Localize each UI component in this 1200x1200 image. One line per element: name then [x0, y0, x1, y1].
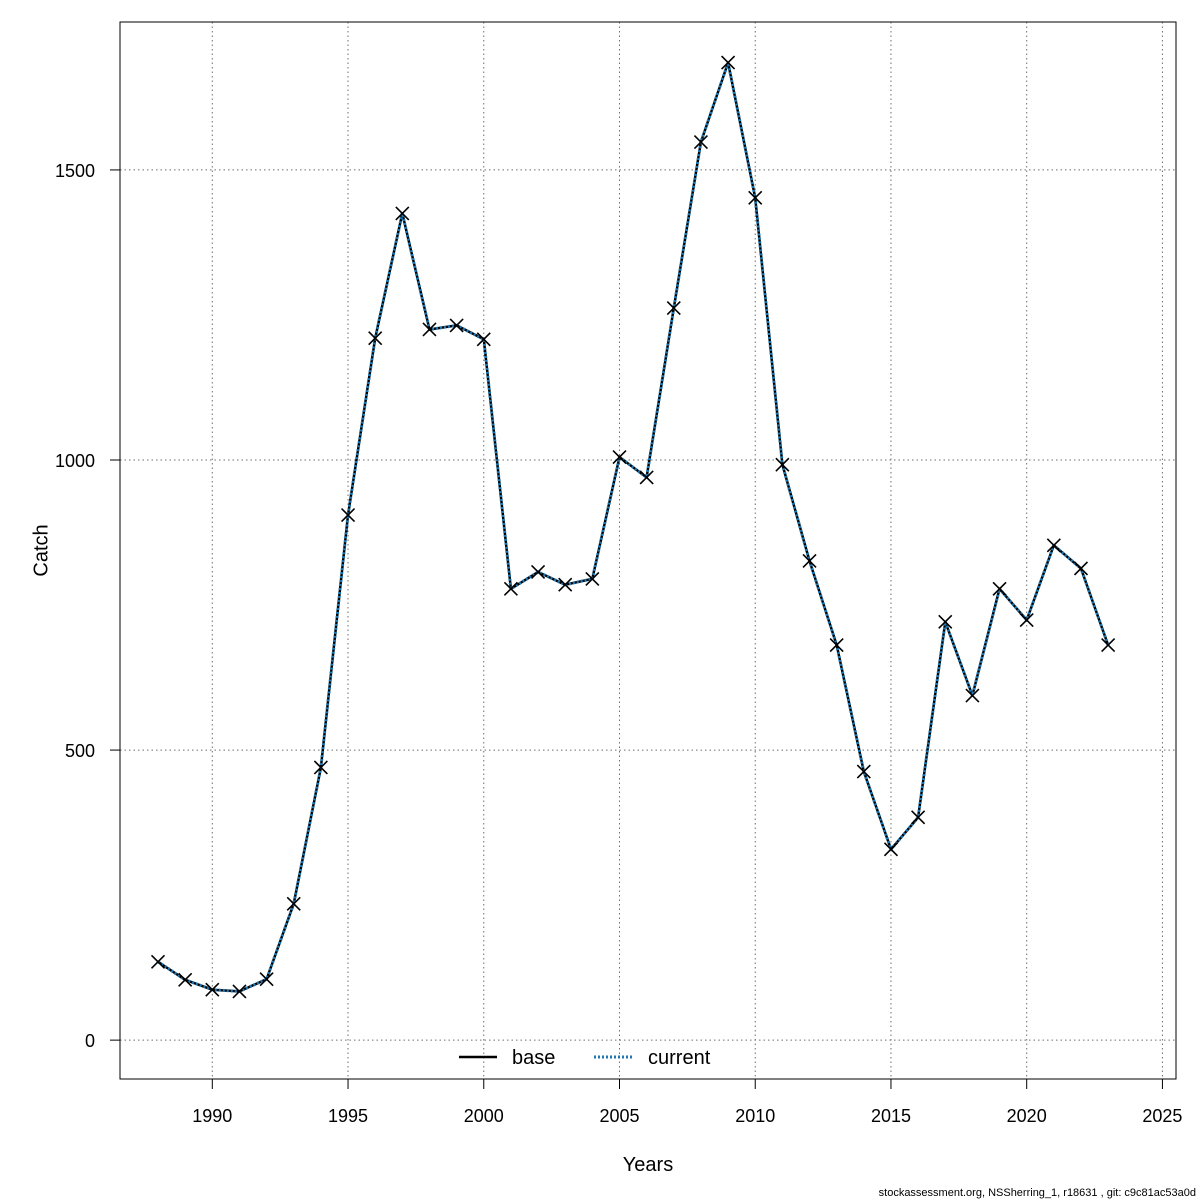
data-point-marker [205, 982, 220, 997]
data-point-marker [721, 55, 736, 70]
series-line-current [157, 61, 1110, 993]
point-markers [150, 55, 1116, 999]
marker-stroke [639, 470, 654, 485]
marker-stroke [368, 331, 383, 346]
x-tick-label: 2025 [1142, 1106, 1182, 1126]
marker-stroke [585, 571, 600, 586]
data-point-marker [911, 810, 926, 825]
marker-stroke [503, 581, 518, 596]
data-point-marker [1046, 538, 1061, 553]
data-point-marker [992, 581, 1007, 596]
marker-stroke [205, 982, 220, 997]
data-point-marker [585, 571, 600, 586]
data-point-marker [612, 450, 627, 465]
x-tick-label: 1995 [328, 1106, 368, 1126]
data-point-marker [449, 318, 464, 333]
data-point-marker [856, 764, 871, 779]
marker-stroke [1019, 613, 1034, 628]
y-axis: 0 500 1000 1500 [55, 161, 121, 1051]
marker-stroke [802, 553, 817, 569]
data-point-marker [259, 972, 274, 987]
marker-stroke [340, 508, 356, 523]
data-point-marker [340, 508, 356, 523]
data-point-marker [748, 190, 763, 205]
footer-credit: stockassessment.org, NSSherring_1, r1863… [879, 1187, 1196, 1199]
marker-stroke [395, 206, 410, 221]
data-point-marker [395, 206, 410, 221]
x-tick-label: 2010 [735, 1106, 775, 1126]
x-tick-label: 2005 [599, 1106, 639, 1126]
series-line-base [157, 61, 1110, 993]
marker-stroke [558, 577, 573, 592]
data-point-marker [422, 322, 437, 337]
grid-lines [120, 22, 1176, 1079]
series-layer [157, 61, 1110, 993]
marker-stroke [829, 637, 844, 653]
marker-stroke [232, 984, 247, 999]
marker-stroke [178, 972, 193, 987]
data-point-marker [178, 972, 193, 987]
data-point-marker [313, 760, 328, 775]
y-tick-label: 0 [85, 1031, 95, 1051]
data-point-marker [1073, 561, 1089, 576]
marker-stroke [150, 954, 166, 969]
marker-stroke [938, 614, 953, 629]
legend: base current [459, 1047, 711, 1069]
data-point-marker [693, 135, 709, 150]
legend-label-current: current [648, 1047, 711, 1069]
marker-stroke [530, 564, 546, 580]
plot-frame [119, 21, 1177, 1080]
data-point-marker [1019, 613, 1034, 628]
x-tick-label: 1990 [192, 1106, 232, 1126]
marker-stroke [693, 135, 709, 150]
marker-stroke [476, 332, 491, 347]
y-tick-label: 1500 [55, 161, 95, 181]
data-point-marker [150, 954, 166, 969]
marker-stroke [449, 318, 464, 333]
x-tick-label: 2020 [1007, 1106, 1047, 1126]
y-tick-label: 500 [65, 741, 95, 761]
x-axis: 1990 1995 2000 2005 2010 2015 2020 2025 [192, 1078, 1182, 1126]
data-point-marker [1101, 637, 1116, 653]
marker-stroke [259, 972, 274, 987]
data-point-marker [503, 581, 518, 596]
data-point-marker [530, 564, 546, 580]
x-tick-label: 2000 [464, 1106, 504, 1126]
data-point-marker [775, 457, 790, 472]
data-point-marker [965, 688, 980, 703]
marker-stroke [1101, 637, 1116, 653]
data-point-marker [802, 553, 817, 569]
marker-stroke [286, 896, 301, 911]
data-point-marker [476, 332, 491, 347]
x-tick-label: 2015 [871, 1106, 911, 1126]
y-axis-label: Catch [30, 524, 52, 576]
marker-stroke [721, 55, 736, 70]
data-point-marker [368, 331, 383, 346]
marker-stroke [992, 581, 1007, 596]
legend-label-base: base [512, 1047, 555, 1069]
data-point-marker [829, 637, 844, 653]
data-point-marker [666, 300, 681, 316]
data-point-marker [639, 470, 654, 485]
marker-stroke [883, 842, 899, 857]
marker-stroke [612, 450, 627, 465]
marker-stroke [666, 300, 681, 316]
data-point-marker [558, 577, 573, 592]
marker-stroke [775, 457, 790, 472]
marker-stroke [856, 764, 871, 779]
marker-stroke [1046, 538, 1061, 553]
data-point-marker [286, 896, 301, 911]
data-point-marker [883, 842, 899, 857]
marker-stroke [1073, 561, 1089, 576]
marker-stroke [911, 810, 926, 825]
marker-stroke [748, 190, 763, 205]
x-axis-label: Years [623, 1154, 673, 1176]
data-point-marker [938, 614, 953, 629]
y-tick-label: 1000 [55, 451, 95, 471]
data-point-marker [232, 984, 247, 999]
marker-stroke [965, 688, 980, 703]
marker-stroke [313, 760, 328, 775]
marker-stroke [422, 322, 437, 337]
